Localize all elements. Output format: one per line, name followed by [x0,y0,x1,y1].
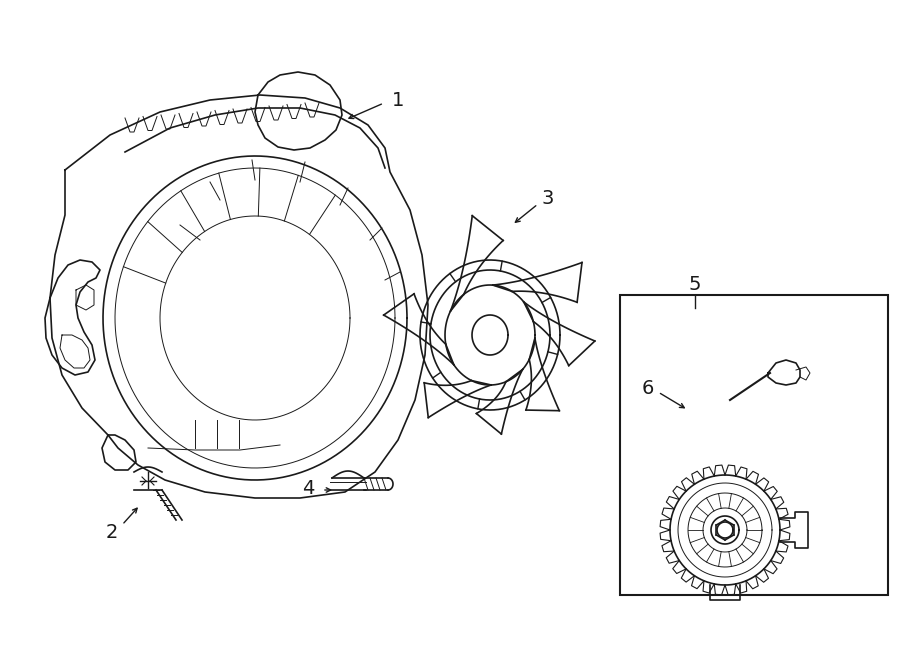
Bar [620,295,888,595]
Text: 1: 1 [392,91,404,110]
Text: 2: 2 [106,522,118,541]
Text: 3: 3 [542,188,554,208]
Text: 4: 4 [302,479,314,498]
Text: 6: 6 [642,379,654,397]
Text: 5: 5 [688,276,701,295]
